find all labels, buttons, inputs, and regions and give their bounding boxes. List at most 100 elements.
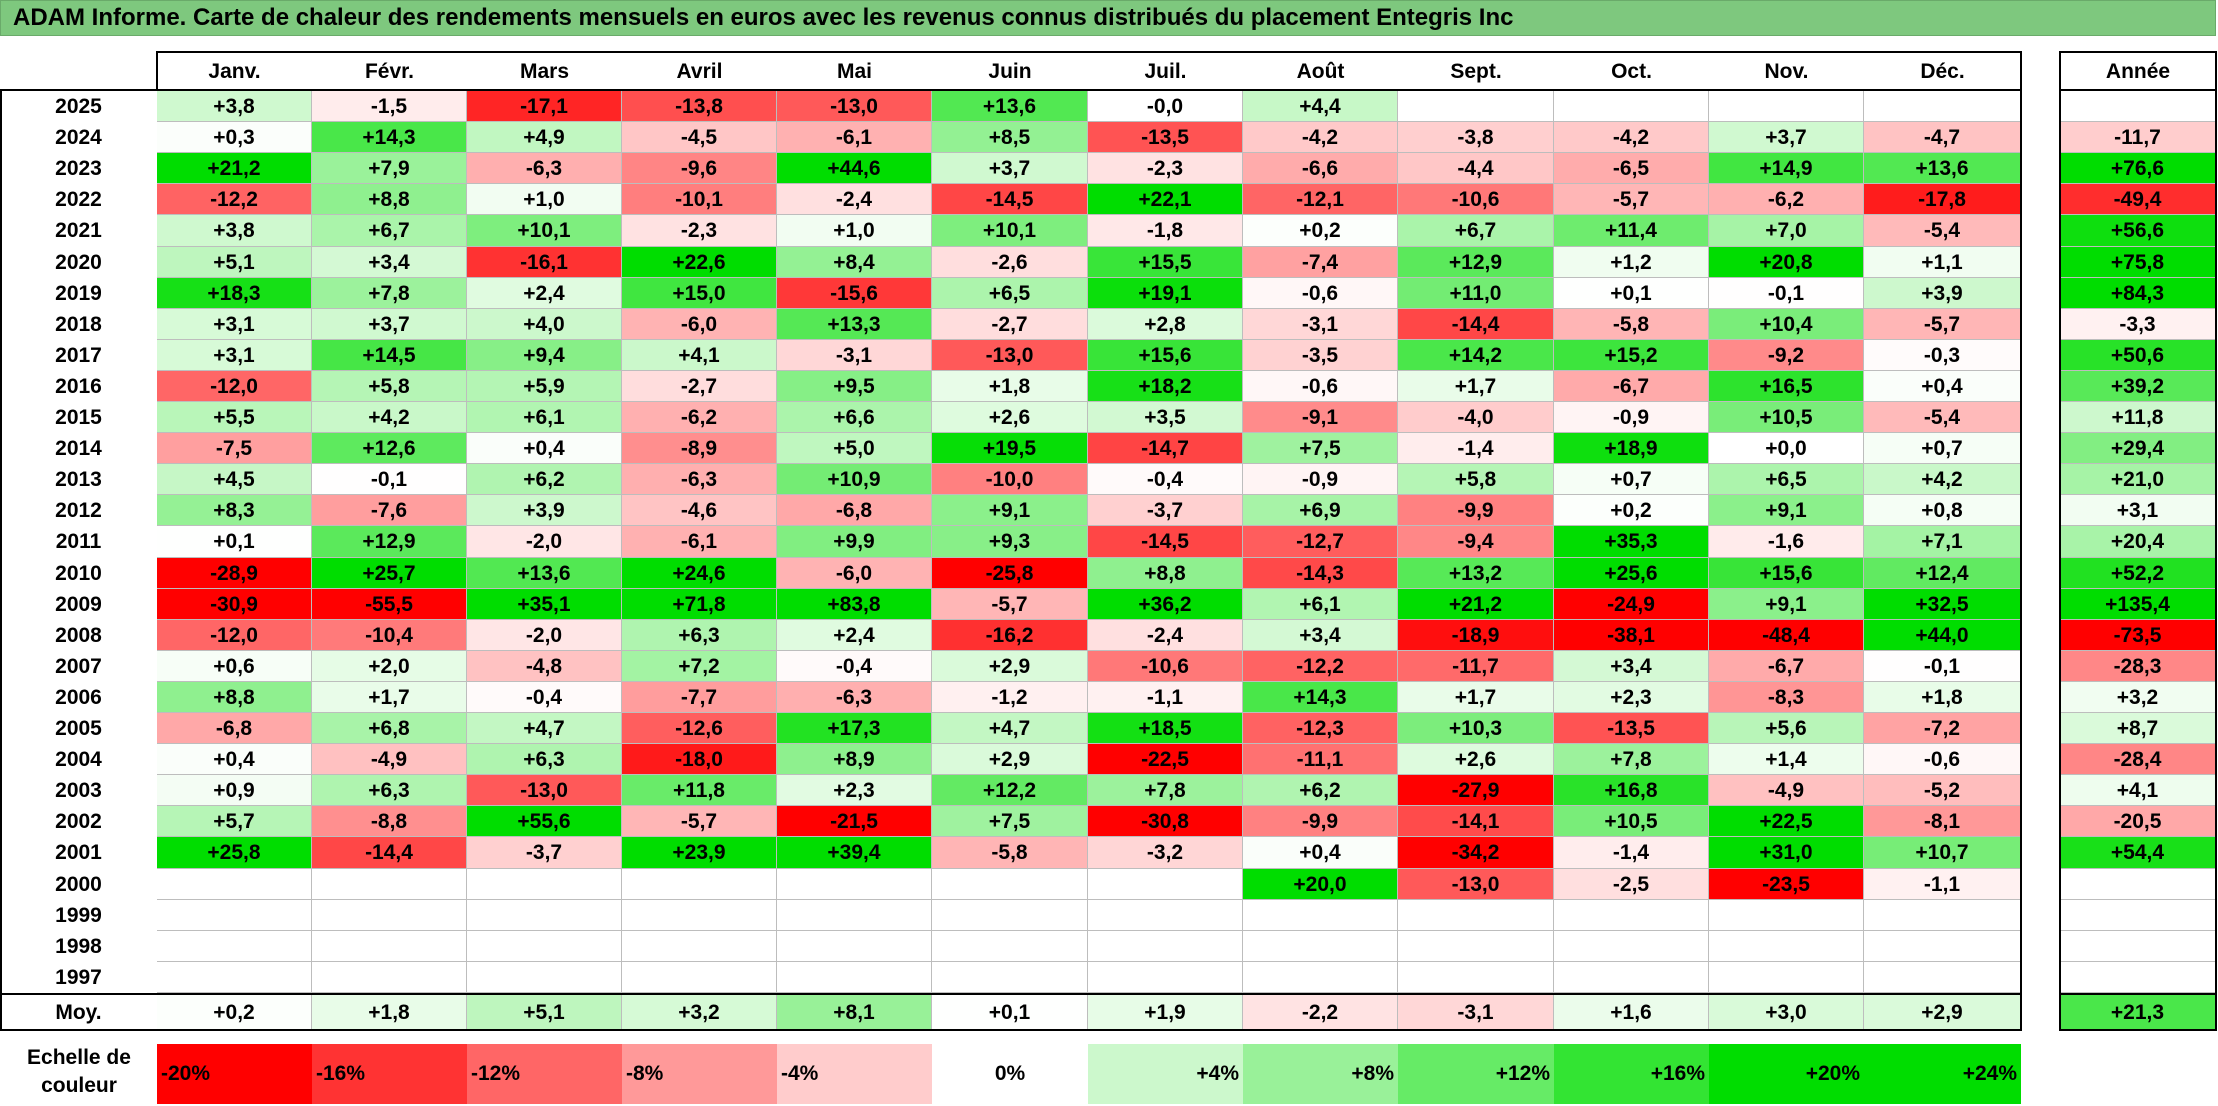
heatmap-cell (1088, 931, 1243, 962)
heatmap-cell: -0,9 (1554, 402, 1709, 433)
heatmap-cell (1554, 91, 1709, 122)
heatmap-cell: -0,6 (1864, 744, 2021, 775)
heatmap-cell (1864, 900, 2021, 931)
heatmap-cell (1709, 900, 1864, 931)
heatmap-cell: +4,1 (622, 340, 777, 371)
heatmap-cell: -9,6 (622, 153, 777, 184)
heatmap-cell: +15,6 (1709, 558, 1864, 589)
heatmap-cell: -13,5 (1554, 713, 1709, 744)
heatmap-cell: -34,2 (1398, 837, 1554, 869)
year-label: 2001 (0, 837, 157, 869)
heatmap-cell: -24,9 (1554, 589, 1709, 620)
heatmap-cell (1554, 931, 1709, 962)
heatmap-cell: -12,2 (1243, 651, 1398, 682)
heatmap-cell (777, 931, 932, 962)
heatmap-cell: +0,4 (1864, 371, 2021, 402)
heatmap-cell: +11,8 (622, 775, 777, 806)
heatmap-cell: +3,5 (1088, 402, 1243, 433)
heatmap-cell (1398, 900, 1554, 931)
heatmap-cell: +16,8 (1554, 775, 1709, 806)
heatmap-cell: -28,9 (157, 558, 312, 589)
heatmap-cell: -5,7 (1864, 309, 2021, 340)
heatmap-cell: +6,5 (1709, 464, 1864, 495)
heatmap-cell (1554, 900, 1709, 931)
heatmap-cell: +5,5 (157, 402, 312, 433)
heatmap-cell: -12,1 (1243, 184, 1398, 215)
heatmap-cell: +15,2 (1554, 340, 1709, 371)
color-scale-swatch: +8% (1243, 1044, 1398, 1104)
heatmap-cell (932, 900, 1088, 931)
heatmap-cell (777, 962, 932, 993)
heatmap-cell: +1,2 (1554, 247, 1709, 278)
heatmap-cell: +16,5 (1709, 371, 1864, 402)
heatmap-cell (157, 931, 312, 962)
annual-cell (2060, 962, 2216, 993)
heatmap-cell: +19,1 (1088, 278, 1243, 309)
heatmap-cell: -5,2 (1864, 775, 2021, 806)
heatmap-cell (777, 900, 932, 931)
heatmap-cell: -5,7 (932, 589, 1088, 620)
average-annual-cell: +21,3 (2060, 995, 2216, 1030)
heatmap-cell: +7,5 (1243, 433, 1398, 464)
heatmap-cell: -6,7 (1554, 371, 1709, 402)
heatmap-cell: +6,9 (1243, 495, 1398, 526)
heatmap-cell: +0,2 (1554, 495, 1709, 526)
heatmap-cell: -9,4 (1398, 526, 1554, 558)
annual-cell: +54,4 (2060, 837, 2216, 869)
heatmap-cell: -16,2 (932, 620, 1088, 651)
year-label: 2006 (0, 682, 157, 713)
heatmap-cell: +2,0 (312, 651, 467, 682)
month-header: Avril (622, 53, 777, 90)
annual-cell: +76,6 (2060, 153, 2216, 184)
heatmap-cell: +3,8 (157, 215, 312, 247)
heatmap-cell (312, 869, 467, 900)
heatmap-cell: -12,3 (1243, 713, 1398, 744)
year-label: 2007 (0, 651, 157, 682)
annual-cell: +3,2 (2060, 682, 2216, 713)
heatmap-cell: -6,0 (622, 309, 777, 340)
color-scale-label: Echelle de couleur (27, 1046, 131, 1097)
heatmap-cell: -1,4 (1554, 837, 1709, 869)
heatmap-cell: -5,8 (1554, 309, 1709, 340)
heatmap-cell: -1,5 (312, 91, 467, 122)
annual-cell: -11,7 (2060, 122, 2216, 153)
year-label: 2017 (0, 340, 157, 371)
heatmap-cell: -6,2 (1709, 184, 1864, 215)
heatmap-cell: -1,1 (1864, 869, 2021, 900)
heatmap-cell (1398, 962, 1554, 993)
year-label: 2014 (0, 433, 157, 464)
heatmap-cell: +7,8 (1088, 775, 1243, 806)
heatmap-cell: +12,4 (1864, 558, 2021, 589)
heatmap-cell: -23,5 (1709, 869, 1864, 900)
year-label: 2005 (0, 713, 157, 744)
heatmap-cell: +0,1 (157, 526, 312, 558)
annual-cell: +39,2 (2060, 371, 2216, 402)
heatmap-cell: -14,7 (1088, 433, 1243, 464)
heatmap-cell (932, 931, 1088, 962)
heatmap-cell: +3,8 (157, 91, 312, 122)
heatmap-cell (312, 931, 467, 962)
heatmap-cell: -8,8 (312, 806, 467, 837)
color-scale-swatch: -20% (157, 1044, 312, 1104)
annual-cell (2060, 91, 2216, 122)
heatmap-cell (312, 900, 467, 931)
month-header: Sept. (1398, 53, 1554, 90)
month-header: Juil. (1088, 53, 1243, 90)
heatmap-cell (1864, 931, 2021, 962)
heatmap-cell: -9,9 (1243, 806, 1398, 837)
heatmap-cell (622, 869, 777, 900)
heatmap-cell: +2,9 (932, 651, 1088, 682)
heatmap-cell: -4,2 (1554, 122, 1709, 153)
heatmap-cell: +6,7 (312, 215, 467, 247)
heatmap-cell: -2,0 (467, 526, 622, 558)
heatmap-cell: -0,3 (1864, 340, 2021, 371)
heatmap-cell: +2,6 (1398, 744, 1554, 775)
heatmap-cell: -4,0 (1398, 402, 1554, 433)
heatmap-cell: +0,0 (1709, 433, 1864, 464)
average-cell: +0,1 (932, 995, 1088, 1030)
heatmap-cell: +12,6 (312, 433, 467, 464)
average-label: Moy. (0, 995, 157, 1030)
year-label: 1998 (0, 931, 157, 962)
heatmap-cell: +21,2 (1398, 589, 1554, 620)
heatmap-cell (1088, 962, 1243, 993)
